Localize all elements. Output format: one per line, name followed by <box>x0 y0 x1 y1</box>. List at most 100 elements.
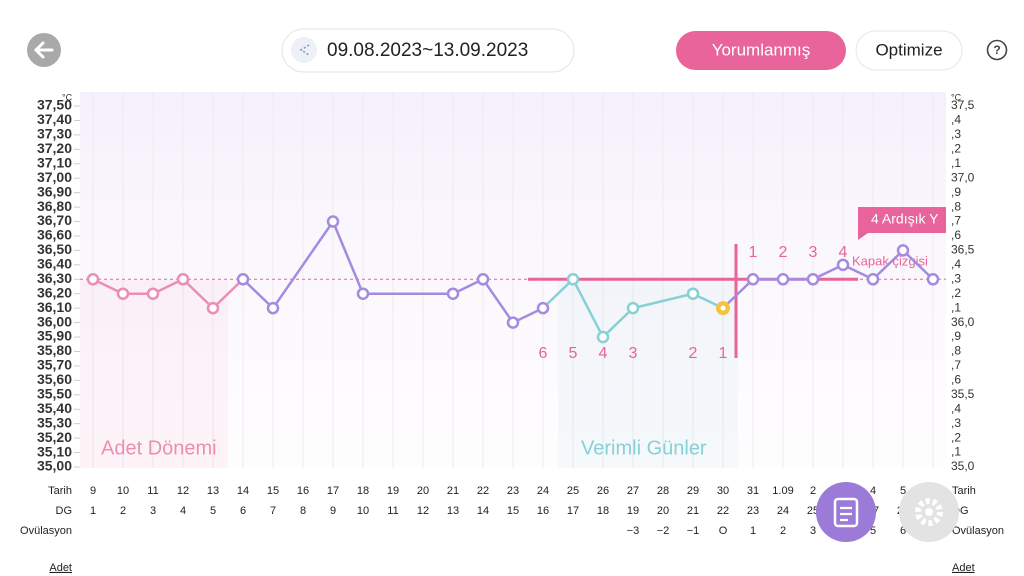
y2-tick-label: 36,0 <box>951 315 975 329</box>
temp-point <box>266 301 280 315</box>
y-tick-label: 36,60 <box>37 227 72 243</box>
row-label: Tarih <box>48 485 72 497</box>
y-tick-label: 36,10 <box>37 299 72 315</box>
row-value: 1 <box>750 525 756 537</box>
date-label: 27 <box>627 485 639 497</box>
date-label: 17 <box>327 485 339 497</box>
date-range: 09.08.2023~13.09.2023 <box>327 40 528 61</box>
y2-tick-label: ,2 <box>951 430 961 444</box>
temp-point <box>176 273 190 286</box>
date-label: 5 <box>900 485 906 497</box>
temp-segment <box>602 307 634 338</box>
y2-tick-label: ,2 <box>951 286 961 300</box>
date-label: 22 <box>477 485 489 497</box>
y2-tick-label: ,3 <box>951 416 961 430</box>
row-value: 4 <box>180 505 186 517</box>
help-label: ? <box>993 43 1000 57</box>
y-tick-label: 37,00 <box>37 169 72 185</box>
phase-label: Adet Dönemi <box>101 437 217 459</box>
date-label: 16 <box>297 485 309 497</box>
y-tick-label: 36,70 <box>37 212 72 228</box>
row-value: 8 <box>300 505 306 517</box>
y-tick-label: 35,40 <box>37 400 72 416</box>
y2-tick-label: ,8 <box>951 199 961 213</box>
help-button[interactable] <box>986 39 1008 61</box>
row-value: 21 <box>687 505 699 517</box>
date-icon <box>291 37 317 63</box>
y2-tick-label: ,8 <box>951 344 961 358</box>
optimize-button[interactable] <box>855 30 963 71</box>
notes-button[interactable] <box>816 482 876 542</box>
date-label: 2 <box>810 485 816 497</box>
y2-tick-label: ,4 <box>951 113 961 127</box>
temp-point <box>896 244 910 257</box>
date-label: 19 <box>387 485 399 497</box>
row-value: 5 <box>870 525 876 537</box>
row-value: −2 <box>657 525 670 537</box>
temp-point <box>206 301 220 315</box>
temp-point <box>536 301 550 315</box>
temp-segment <box>902 249 934 281</box>
y-tick-label: 36,50 <box>37 241 72 257</box>
row-value: 2 <box>780 525 786 537</box>
row-value: 11 <box>387 505 398 517</box>
row-value: 20 <box>657 505 669 517</box>
y2-tick-label: ,3 <box>951 127 961 141</box>
row-value: 23 <box>747 505 759 517</box>
y2-tick-label: ,7 <box>951 214 961 228</box>
y-tick-label: 35,50 <box>37 386 72 402</box>
date-label: 21 <box>447 485 459 497</box>
temp-point <box>446 287 460 300</box>
y2-tick-label: ,9 <box>951 185 961 199</box>
row-value: 13 <box>447 505 459 517</box>
temp-point <box>746 273 760 286</box>
row-label-right: Tarih <box>952 485 976 497</box>
row-value: −3 <box>627 525 640 537</box>
y-tick-label: 35,30 <box>37 414 72 430</box>
y2-tick-label: ,4 <box>951 257 961 271</box>
interpreted-button[interactable] <box>676 31 846 70</box>
row-value: 12 <box>417 505 429 517</box>
date-label: 1.09 <box>772 485 793 497</box>
settings-icon-hub <box>925 508 933 516</box>
ovulation-point <box>716 301 730 316</box>
date-label: 20 <box>417 485 429 497</box>
row-value: −1 <box>687 525 700 537</box>
foreground: °C °C35,0035,1035,2035,3035,4035,5035,603… <box>20 92 1004 574</box>
y2-tick-label: ,7 <box>951 358 961 372</box>
temp-point <box>86 273 100 286</box>
date-label: 4 <box>870 485 876 497</box>
count-below: 1 <box>719 345 728 362</box>
temp-segment <box>242 278 274 310</box>
y-tick-label: 35,80 <box>37 342 72 358</box>
unit-left: °C <box>62 92 73 102</box>
temp-point <box>836 258 850 272</box>
phase-band <box>558 280 738 468</box>
row-label-right: Adet <box>952 562 975 574</box>
row-value: 16 <box>537 505 549 517</box>
temp-segment <box>331 221 365 295</box>
y-tick-label: 36,00 <box>37 313 72 329</box>
row-value: 3 <box>810 525 816 537</box>
count-below: 5 <box>569 345 578 362</box>
temp-point <box>356 287 370 300</box>
notes-icon <box>833 497 859 528</box>
temp-point <box>776 273 790 286</box>
date-label: 15 <box>267 485 279 497</box>
y2-tick-label: ,9 <box>951 329 961 343</box>
y2-tick-label: 36,5 <box>951 243 975 257</box>
row-label-right: Ovülasyon <box>952 525 1004 537</box>
date-pill[interactable] <box>281 28 575 73</box>
y-tick-label: 37,40 <box>37 111 72 127</box>
date-label: 28 <box>657 485 669 497</box>
phase-label: Verimli Günler <box>581 437 707 459</box>
temp-point <box>476 273 490 286</box>
date-label: 14 <box>237 485 249 497</box>
row-value: 2 <box>120 505 126 517</box>
back-icon <box>33 41 54 59</box>
count-above: 3 <box>809 244 818 261</box>
temp-point <box>866 273 880 286</box>
y-tick-label: 35,70 <box>37 357 72 373</box>
temp-segment <box>182 278 214 310</box>
